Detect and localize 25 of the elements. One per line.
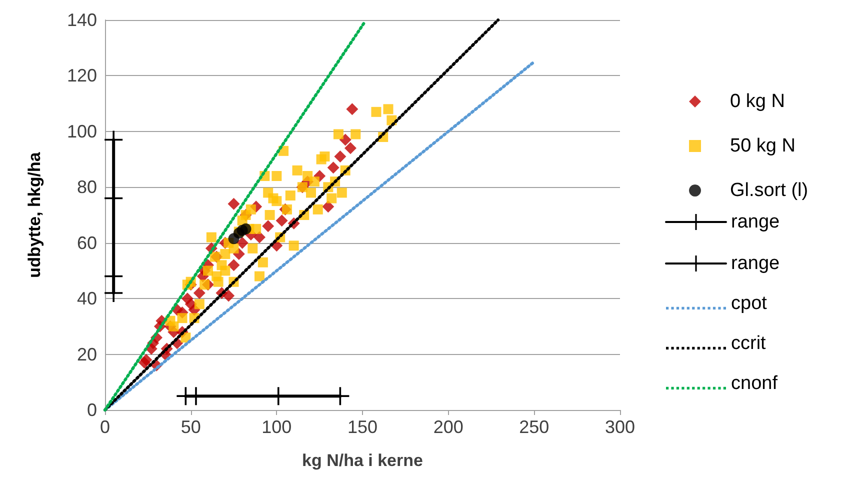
x-tick-label: 250 <box>519 417 550 437</box>
legend-label: Gl.sort (l) <box>730 180 808 201</box>
legend-label: cpot <box>731 293 768 314</box>
y-tick-label: 20 <box>76 344 97 364</box>
y-tick-label: 40 <box>76 288 97 309</box>
x-tick-label: 100 <box>262 417 292 437</box>
legend-label: cnonf <box>731 373 778 394</box>
y-tick-label: 100 <box>66 121 97 142</box>
y-tick-label: 120 <box>66 66 97 86</box>
legend-label: range <box>731 253 780 274</box>
legend-label: 0 kg N <box>730 91 785 112</box>
x-tick-label: 300 <box>604 417 636 437</box>
x-tick-label: 200 <box>433 417 464 437</box>
x-axis-title: kg N/ha i kerne <box>302 451 423 470</box>
y-axis-title: udbytte, hkg/ha <box>25 152 44 278</box>
legend-label: 50 kg N <box>730 136 796 156</box>
legend-label: ccrit <box>731 333 767 354</box>
x-tick-label: 0 <box>100 417 110 437</box>
y-tick-label: 60 <box>76 232 97 253</box>
y-tick-label: 80 <box>76 177 97 198</box>
x-tick-label: 150 <box>347 417 378 437</box>
x-tick-label: 50 <box>180 417 201 437</box>
y-tick-label: 140 <box>66 10 97 30</box>
y-tick-label: 0 <box>86 400 97 420</box>
legend-label: range <box>731 212 780 232</box>
